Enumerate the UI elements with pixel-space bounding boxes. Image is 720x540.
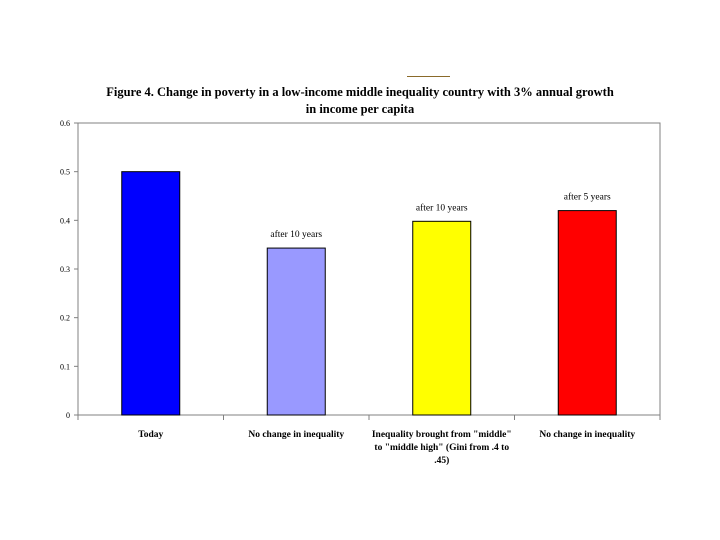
- x-category-label: to "middle high" (Gini from .4 to: [374, 442, 509, 453]
- bar-annotation: after 5 years: [564, 192, 611, 203]
- x-category-label: No change in inequality: [248, 430, 344, 440]
- bar: [557, 210, 617, 416]
- bar-series: [121, 171, 617, 416]
- y-axis: 0 0.1 0.2 0.3 0.4 0.5 0.6: [60, 119, 78, 420]
- y-tick-label: 0.4: [60, 216, 70, 225]
- category-labels: Today No change in inequality Inequality b…: [138, 430, 635, 466]
- bar-annotations: after 10 years after 10 years after 5 year…: [270, 192, 611, 240]
- y-tick-label: 0.2: [60, 314, 70, 323]
- bar: [266, 247, 326, 416]
- y-tick-label: 0.3: [60, 265, 70, 274]
- y-tick-label: 0.6: [60, 119, 70, 128]
- y-tick-label: 0.5: [60, 168, 70, 177]
- y-tick-label: 0: [66, 411, 70, 420]
- y-tick-label: 0.1: [60, 362, 70, 371]
- bar: [121, 171, 181, 416]
- chart-title: Figure 4. Change in poverty in a low-inc…: [106, 85, 614, 116]
- bar-annotation: after 10 years: [416, 202, 468, 213]
- x-category-label: Inequality brought from "middle": [372, 430, 512, 440]
- x-axis: [77, 415, 661, 420]
- bar: [412, 220, 472, 416]
- x-category-label: Today: [138, 430, 163, 440]
- bar-annotation: after 10 years: [270, 229, 322, 240]
- x-category-label: No change in inequality: [539, 430, 635, 440]
- x-category-label: .45): [434, 455, 449, 466]
- title-decoration-rule: [407, 76, 450, 77]
